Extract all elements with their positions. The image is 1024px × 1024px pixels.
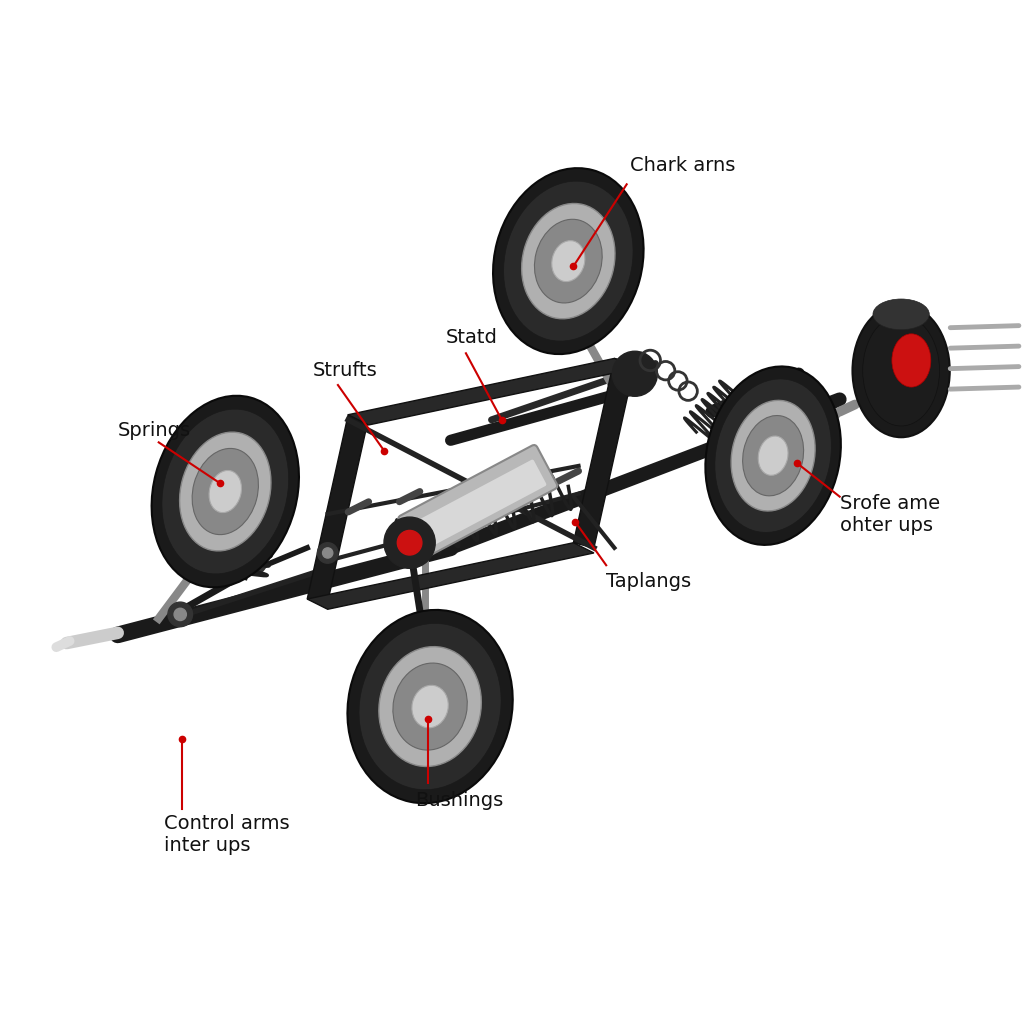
- Text: Control arms
inter ups: Control arms inter ups: [164, 814, 290, 855]
- Ellipse shape: [731, 400, 815, 511]
- Text: Taplangs: Taplangs: [606, 572, 691, 591]
- Polygon shape: [307, 543, 594, 609]
- Ellipse shape: [715, 379, 831, 532]
- Ellipse shape: [179, 432, 271, 551]
- FancyBboxPatch shape: [398, 445, 557, 559]
- Circle shape: [384, 517, 435, 568]
- Polygon shape: [307, 415, 369, 602]
- Ellipse shape: [493, 168, 644, 354]
- Circle shape: [251, 558, 261, 568]
- Ellipse shape: [162, 410, 289, 573]
- Circle shape: [394, 525, 415, 546]
- Ellipse shape: [862, 315, 940, 426]
- Ellipse shape: [412, 685, 449, 728]
- Text: Strufts: Strufts: [312, 361, 377, 380]
- Ellipse shape: [209, 470, 242, 513]
- Circle shape: [612, 351, 657, 396]
- Circle shape: [246, 553, 266, 573]
- Circle shape: [317, 543, 338, 563]
- Ellipse shape: [706, 367, 841, 545]
- Circle shape: [399, 530, 410, 541]
- Text: Chark arns: Chark arns: [630, 157, 735, 175]
- FancyBboxPatch shape: [410, 460, 547, 550]
- Circle shape: [397, 530, 422, 555]
- Polygon shape: [573, 358, 635, 548]
- Circle shape: [174, 608, 186, 621]
- Ellipse shape: [872, 299, 930, 330]
- Circle shape: [323, 548, 333, 558]
- Text: Srofe ame
ohter ups: Srofe ame ohter ups: [840, 494, 940, 535]
- Ellipse shape: [852, 304, 950, 437]
- Polygon shape: [348, 358, 635, 425]
- Ellipse shape: [393, 664, 467, 750]
- Circle shape: [168, 602, 193, 627]
- Text: Statd: Statd: [445, 329, 498, 347]
- Ellipse shape: [758, 436, 788, 475]
- Ellipse shape: [521, 204, 615, 318]
- Ellipse shape: [152, 395, 299, 588]
- Ellipse shape: [535, 219, 602, 303]
- Ellipse shape: [379, 646, 481, 767]
- Ellipse shape: [552, 241, 585, 282]
- Ellipse shape: [504, 181, 633, 341]
- Text: Springs: Springs: [118, 421, 190, 439]
- Ellipse shape: [742, 416, 804, 496]
- Text: Bushings: Bushings: [415, 792, 503, 810]
- Ellipse shape: [892, 334, 931, 387]
- Ellipse shape: [359, 624, 501, 790]
- Ellipse shape: [193, 449, 258, 535]
- Ellipse shape: [347, 610, 513, 803]
